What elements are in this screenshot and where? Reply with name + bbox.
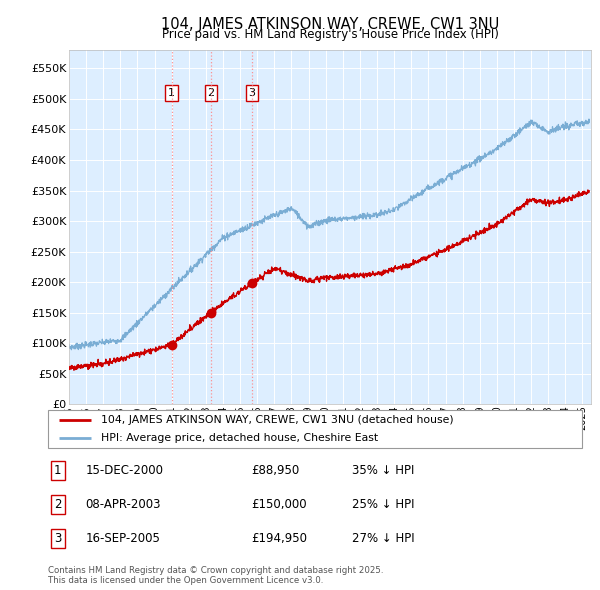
Text: 25% ↓ HPI: 25% ↓ HPI (352, 498, 415, 511)
Text: 2: 2 (54, 498, 61, 511)
Text: 16-SEP-2005: 16-SEP-2005 (85, 532, 160, 545)
Text: 1: 1 (168, 88, 175, 98)
Text: 2: 2 (208, 88, 215, 98)
Text: 27% ↓ HPI: 27% ↓ HPI (352, 532, 415, 545)
Text: 1: 1 (54, 464, 61, 477)
Text: 3: 3 (248, 88, 256, 98)
Text: 104, JAMES ATKINSON WAY, CREWE, CW1 3NU (detached house): 104, JAMES ATKINSON WAY, CREWE, CW1 3NU … (101, 415, 454, 425)
Text: £150,000: £150,000 (251, 498, 307, 511)
Text: 15-DEC-2000: 15-DEC-2000 (85, 464, 163, 477)
Text: 35% ↓ HPI: 35% ↓ HPI (352, 464, 415, 477)
Text: £194,950: £194,950 (251, 532, 307, 545)
Text: 3: 3 (54, 532, 61, 545)
Text: Contains HM Land Registry data © Crown copyright and database right 2025.
This d: Contains HM Land Registry data © Crown c… (48, 566, 383, 585)
Text: 104, JAMES ATKINSON WAY, CREWE, CW1 3NU: 104, JAMES ATKINSON WAY, CREWE, CW1 3NU (161, 17, 499, 31)
Text: 08-APR-2003: 08-APR-2003 (85, 498, 161, 511)
FancyBboxPatch shape (48, 410, 582, 448)
Text: Price paid vs. HM Land Registry's House Price Index (HPI): Price paid vs. HM Land Registry's House … (161, 28, 499, 41)
Text: £88,950: £88,950 (251, 464, 299, 477)
Text: HPI: Average price, detached house, Cheshire East: HPI: Average price, detached house, Ches… (101, 433, 379, 443)
